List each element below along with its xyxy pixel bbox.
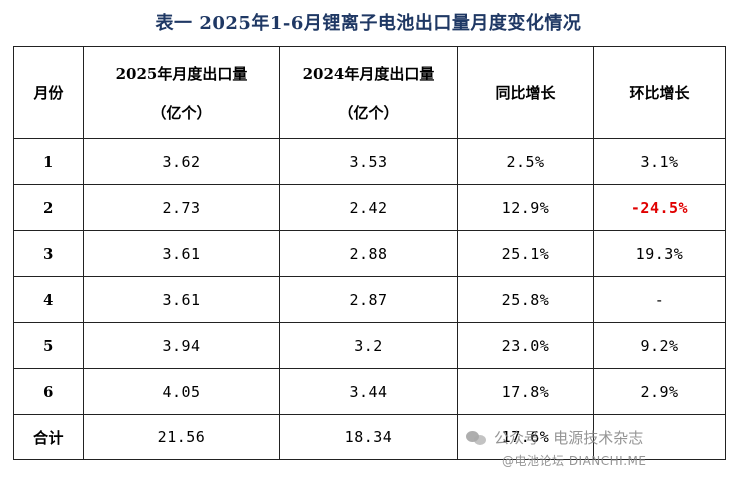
cell-yoy: 17.8% — [457, 368, 594, 415]
header-yoy: 同比增长 — [457, 46, 594, 139]
cell-2025: 4.05 — [83, 368, 280, 415]
cell-yoy: 2.5% — [457, 138, 594, 185]
cell-mom: 9.2% — [593, 322, 726, 369]
cell-total-label: 合计 — [13, 414, 84, 460]
cell-total-2024: 18.34 — [279, 414, 458, 460]
watermark: 公众号 · 电源技术杂志 @电池论坛 DIANCHI.ME — [466, 427, 736, 469]
cell-mom-negative: -24.5% — [593, 184, 726, 231]
cell-yoy: 23.0% — [457, 322, 594, 369]
header-2025-volume: 2025年月度出口量 （亿个） — [83, 46, 280, 139]
export-volume-table: 月份 2025年月度出口量 （亿个） 2024年月度出口量 （亿个） 同比增长 … — [13, 46, 726, 460]
table-row: 1 3.62 3.53 2.5% 3.1% — [13, 138, 726, 185]
header-2024-label: 2024年月度出口量 — [302, 64, 435, 83]
cell-2024: 2.87 — [279, 276, 458, 323]
cell-2025: 2.73 — [83, 184, 280, 231]
cell-2025: 3.61 — [83, 276, 280, 323]
cell-2024: 2.42 — [279, 184, 458, 231]
table-row: 2 2.73 2.42 12.9% -24.5% — [13, 184, 726, 231]
cell-2025: 3.94 — [83, 322, 280, 369]
cell-2025: 3.61 — [83, 230, 280, 277]
table-row: 4 3.61 2.87 25.8% - — [13, 276, 726, 323]
watermark-forum: @电池论坛 DIANCHI.ME — [502, 454, 647, 468]
cell-total-yoy: 17.6% — [457, 414, 594, 460]
cell-yoy: 25.1% — [457, 230, 594, 277]
cell-month: 3 — [13, 230, 84, 277]
cell-month: 5 — [13, 322, 84, 369]
table-title: 表一 2025年1-6月锂离子电池出口量月度变化情况 — [155, 13, 582, 34]
cell-month: 1 — [13, 138, 84, 185]
cell-month: 4 — [13, 276, 84, 323]
header-mom: 环比增长 — [593, 46, 726, 139]
header-2024-volume: 2024年月度出口量 （亿个） — [279, 46, 458, 139]
cell-2024: 3.2 — [279, 322, 458, 369]
header-month: 月份 — [13, 46, 84, 139]
cell-mom: - — [593, 276, 726, 323]
cell-yoy: 25.8% — [457, 276, 594, 323]
cell-2024: 3.44 — [279, 368, 458, 415]
cell-total-2025: 21.56 — [83, 414, 280, 460]
header-2024-unit: （亿个） — [338, 103, 399, 122]
table-row: 5 3.94 3.2 23.0% 9.2% — [13, 322, 726, 369]
header-row: 月份 2025年月度出口量 （亿个） 2024年月度出口量 （亿个） 同比增长 … — [13, 46, 726, 139]
cell-month: 2 — [13, 184, 84, 231]
negative-value: -24.5% — [630, 198, 689, 217]
cell-2025: 3.62 — [83, 138, 280, 185]
table-row: 3 3.61 2.88 25.1% 19.3% — [13, 230, 726, 277]
watermark-account: 公众号 · 电源技术杂志 — [494, 429, 644, 447]
table-row: 6 4.05 3.44 17.8% 2.9% — [13, 368, 726, 415]
header-2025-label: 2025年月度出口量 — [115, 64, 248, 83]
cell-2024: 3.53 — [279, 138, 458, 185]
wechat-icon — [466, 429, 488, 447]
cell-total-mom — [593, 414, 726, 460]
total-row: 合计 21.56 18.34 17.6% — [13, 414, 726, 460]
cell-mom: 2.9% — [593, 368, 726, 415]
header-2025-unit: （亿个） — [151, 103, 212, 122]
cell-mom: 19.3% — [593, 230, 726, 277]
cell-month: 6 — [13, 368, 84, 415]
cell-yoy: 12.9% — [457, 184, 594, 231]
cell-mom: 3.1% — [593, 138, 726, 185]
cell-2024: 2.88 — [279, 230, 458, 277]
